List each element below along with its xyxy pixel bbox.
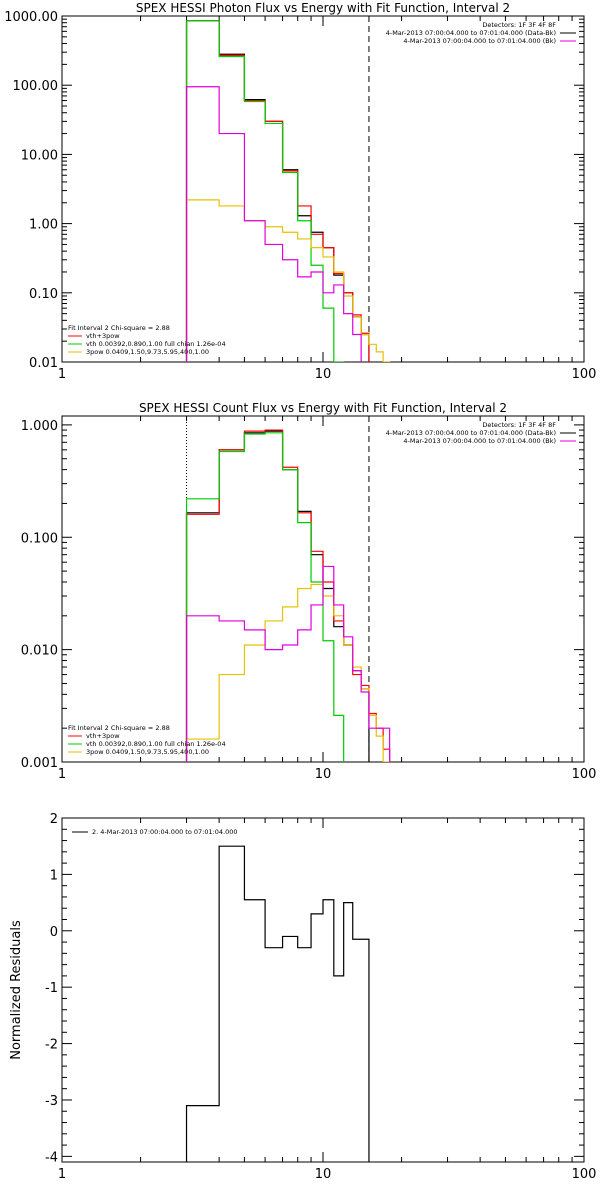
- legend-tr-entry: Detectors: 1F 3F 4F 8F: [482, 21, 556, 29]
- legend-tl-entry: 2. 4-Mar-2013 07:00:04.000 to 07:01:04.0…: [92, 828, 238, 836]
- series-1-line: [185, 20, 370, 362]
- chart-panel-1: SPEX HESSI Photon Flux vs Energy with Fi…: [4, 1, 597, 382]
- plot-area: [185, 429, 391, 762]
- y-tick-label: 1.000: [21, 419, 58, 434]
- y-tick-label: 0: [50, 925, 58, 940]
- y-tick-label: 0.100: [21, 531, 58, 546]
- legend-bl-entry: 3pow 0.0409,1.50,9.73,5.95,400,1.00: [86, 348, 209, 356]
- series-3-line: [185, 20, 345, 362]
- y-axis-label: Normalized Residuals: [9, 920, 24, 1060]
- plot-area: [185, 20, 391, 362]
- series-4-line: [185, 199, 391, 362]
- chart-panel-2: SPEX HESSI Count Flux vs Energy with Fit…: [21, 401, 597, 782]
- x-tick-label: 1: [58, 367, 66, 382]
- y-tick-label: 1000.00: [4, 10, 58, 25]
- legend-tr-entry: 4-Mar-2013 07:00:04.000 to 07:01:04.000 …: [403, 37, 556, 45]
- legend-tr-entry: 4-Mar-2013 07:00:04.000 to 07:01:04.000 …: [386, 429, 556, 437]
- legend-tr-entry: Detectors: 1F 3F 4F 8F: [482, 421, 556, 429]
- x-tick-label: 100: [572, 367, 597, 382]
- legend-bl-title: Fit Interval 2 Chi-square = 2.88: [68, 324, 170, 332]
- y-tick-label: 0.001: [21, 756, 58, 771]
- x-tick-label: 1: [58, 1167, 66, 1182]
- series-5-line: [185, 565, 391, 762]
- x-tick-label: 1: [58, 767, 66, 782]
- y-tick-label: -3: [45, 1094, 58, 1109]
- legend-bl-entry: vth+3pow: [86, 732, 120, 740]
- plot-frame: [61, 15, 585, 363]
- legend-bl-entry: vth 0.00392,0.890,1.00 full chian 1.26e-…: [86, 740, 226, 748]
- series-2-line: [185, 429, 391, 762]
- y-tick-label: 1.00: [29, 218, 58, 233]
- y-tick-label: -1: [45, 981, 58, 996]
- legend-tr-entry: 4-Mar-2013 07:00:04.000 to 07:01:04.000 …: [403, 437, 556, 445]
- y-tick-label: 2: [50, 812, 58, 827]
- y-tick-label: -2: [45, 1038, 58, 1053]
- legend-bl-title: Fit Interval 2 Chi-square = 2.88: [68, 724, 170, 732]
- x-tick-label: 10: [315, 767, 332, 782]
- x-tick-label: 10: [315, 367, 332, 382]
- y-tick-label: 0.010: [21, 644, 58, 659]
- legend-bl-entry: vth 0.00392,0.890,1.00 full chian 1.26e-…: [86, 340, 226, 348]
- x-tick-label: 100: [572, 767, 597, 782]
- series-1-line: [185, 430, 370, 762]
- series-2-line: [185, 20, 370, 362]
- y-tick-label: 0.01: [29, 356, 58, 371]
- series-5-line: [185, 86, 362, 362]
- x-tick-label: 100: [572, 1167, 597, 1182]
- x-tick-label: 10: [315, 1167, 332, 1182]
- plot-frame: [61, 817, 585, 1163]
- legend-bl-entry: vth+3pow: [86, 332, 120, 340]
- y-tick-label: 100.00: [13, 79, 59, 94]
- legend-bl-entry: 3pow 0.0409,1.50,9.73,5.95,400,1.00: [86, 748, 209, 756]
- legend-tr-entry: 4-Mar-2013 07:00:04.000 to 07:01:04.000 …: [386, 29, 556, 37]
- chart-title: SPEX HESSI Photon Flux vs Energy with Fi…: [136, 1, 510, 15]
- chart-title: SPEX HESSI Count Flux vs Energy with Fit…: [139, 401, 507, 415]
- y-tick-label: 0.10: [29, 287, 58, 302]
- y-tick-label: 1: [50, 868, 58, 883]
- y-tick-label: 10.00: [21, 148, 58, 163]
- y-tick-label: -4: [45, 1150, 58, 1165]
- series-3-line: [185, 432, 345, 762]
- series-1-line: [185, 845, 370, 1162]
- plot-area: [185, 845, 370, 1162]
